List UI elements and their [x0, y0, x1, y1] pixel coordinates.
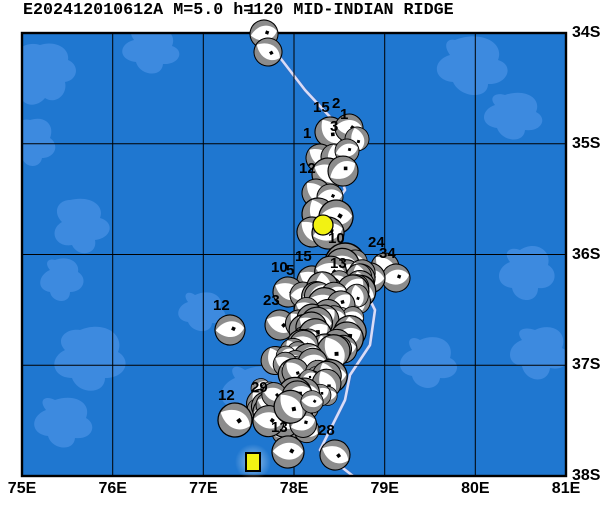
svg-text:13: 13 — [271, 419, 288, 436]
svg-text:29: 29 — [251, 379, 268, 396]
svg-text:15: 15 — [313, 99, 330, 116]
svg-text:13: 13 — [330, 255, 347, 272]
svg-text:28: 28 — [318, 422, 335, 439]
svg-text:3: 3 — [330, 118, 338, 135]
svg-text:12: 12 — [218, 387, 235, 404]
svg-text:10: 10 — [328, 230, 345, 247]
svg-text:12: 12 — [213, 297, 230, 314]
svg-text:34: 34 — [379, 245, 396, 262]
svg-text:1: 1 — [340, 106, 348, 123]
svg-text:1: 1 — [303, 125, 311, 142]
svg-text:23: 23 — [263, 292, 280, 309]
svg-text:15: 15 — [295, 248, 312, 265]
svg-text:12: 12 — [299, 160, 316, 177]
svg-text:5: 5 — [286, 262, 294, 279]
